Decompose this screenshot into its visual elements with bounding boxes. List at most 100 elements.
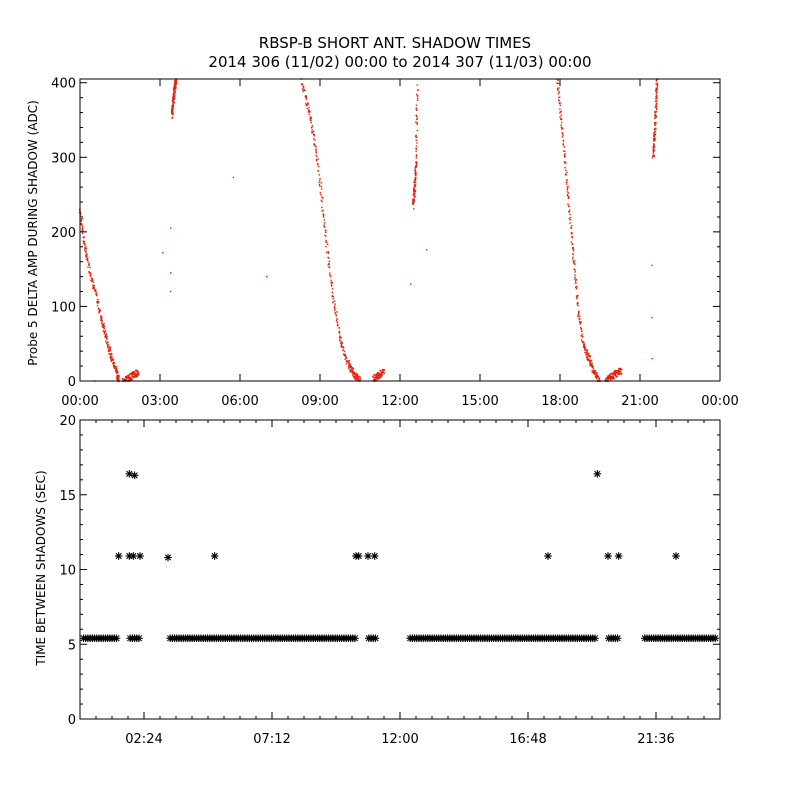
delta-amp-point [115,366,118,368]
delta-amp-point [318,174,320,176]
delta-amp-point [351,371,354,373]
time-between-marker [593,470,602,478]
delta-amp-point [372,376,375,379]
time-between-marker [364,552,372,560]
delta-amp-point [412,203,414,206]
delta-amp-point [656,83,659,85]
delta-amp-point [91,280,94,282]
delta-amp-point [413,189,416,192]
delta-amp-point [569,222,571,224]
delta-amp-point [578,318,580,320]
delta-amp-point [89,275,92,277]
delta-amp-point [414,176,417,179]
delta-amp-point [580,321,582,323]
delta-amp-point [173,97,175,99]
delta-amp-point [174,95,176,97]
delta-amp-point [416,95,419,97]
delta-amp-point [338,331,340,334]
delta-amp-isolated-point [651,264,653,267]
delta-amp-point [416,93,418,96]
delta-amp-point [584,348,586,351]
delta-amp-point [415,108,417,111]
delta-amp-point [108,353,111,355]
delta-amp-point [654,137,656,139]
delta-amp-point [306,104,309,106]
delta-amp-point [173,98,176,100]
delta-amp-point [334,309,336,312]
delta-amp-point [412,193,415,196]
delta-amp-point [105,334,108,336]
delta-amp-point [128,378,130,380]
delta-amp-point [106,338,108,340]
delta-amp-point [559,102,561,104]
delta-amp-isolated-point [161,252,164,254]
delta-amp-point [618,370,620,372]
delta-amp-point [377,374,379,377]
delta-amp-point [105,335,108,337]
delta-amp-point [175,80,178,82]
delta-amp-point [619,373,621,376]
delta-amp-point [328,266,331,269]
delta-amp-point [330,285,333,287]
delta-amp-point [101,316,103,318]
delta-amp-point [576,297,578,300]
delta-amp-point [608,373,611,376]
delta-amp-point [310,126,313,129]
delta-amp-point [608,375,611,378]
delta-amp-point [381,369,384,372]
delta-amp-point [132,375,134,377]
delta-amp-point [350,370,352,373]
time-between-data [79,470,720,643]
delta-amp-point [137,371,140,373]
delta-amp-point [314,145,317,148]
delta-amp-point [618,371,621,373]
delta-amp-point [175,86,177,89]
delta-amp-point [131,374,133,376]
delta-amp-point [104,330,107,332]
delta-amp-point [594,370,596,373]
delta-amp-point [345,363,348,365]
delta-amp-point [584,351,586,354]
delta-amp-point [607,375,610,378]
delta-amp-panel: 00:00 03:00 06:00 09:00 12:00 15:00 18:00 21:00… [26,77,739,409]
delta-amp-point [321,206,323,209]
time-between-marker [125,470,134,478]
delta-amp-point [173,88,176,91]
delta-amp-point [131,373,133,375]
delta-amp-point [559,104,562,107]
delta-amp-point [85,252,88,255]
delta-amp-point [102,327,105,329]
delta-amp-point [326,243,329,246]
top-y-tick-label: 300 [51,151,76,166]
delta-amp-point [98,312,100,314]
delta-amp-point [413,208,415,210]
delta-amp-point [567,203,569,205]
delta-amp-point [341,342,344,344]
delta-amp-point [415,157,418,159]
delta-amp-point [610,372,613,375]
delta-amp-point [561,133,564,135]
delta-amp-point [83,242,86,245]
delta-amp-point [129,376,132,379]
delta-amp-point [564,167,566,169]
delta-amp-point [304,96,307,98]
delta-amp-point [318,179,321,182]
delta-amp-point [171,117,173,119]
delta-amp-point [373,379,375,381]
delta-amp-point [128,376,130,378]
delta-amp-point [121,377,124,380]
delta-amp-point [356,373,358,375]
delta-amp-point [172,95,174,98]
delta-amp-point [109,357,112,360]
delta-amp-point [88,270,90,273]
delta-amp-point [340,345,342,347]
time-between-marker [114,552,123,560]
delta-amp-point [302,90,304,93]
delta-amp-point [88,272,90,274]
delta-amp-point [654,106,657,108]
delta-amp-point [82,232,84,235]
delta-amp-point [91,278,94,280]
delta-amp-point [352,368,355,370]
delta-amp-point [359,378,361,380]
delta-amp-point [333,305,336,307]
